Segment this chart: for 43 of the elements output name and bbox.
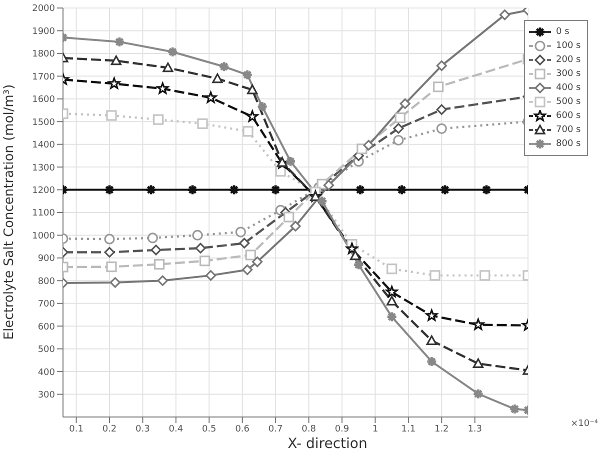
y-tick-label: 1600 xyxy=(32,95,56,106)
y-tick-label: 700 xyxy=(38,300,56,310)
x-tick-label: 1.3 xyxy=(468,424,482,434)
y-tick-label: 500 xyxy=(38,345,56,356)
legend-label: 300 s xyxy=(556,69,581,79)
y-axis-title: Electrolyte Salt Concentration (mol/m³) xyxy=(1,83,18,342)
y-tick-label: 1100 xyxy=(32,208,56,219)
y-tick-label: 400 xyxy=(38,368,56,378)
x-tick-label: 1.1 xyxy=(401,424,416,434)
legend-label: 700 s xyxy=(556,125,581,135)
legend-label: 0 s xyxy=(556,27,570,37)
legend-label: 800 s xyxy=(556,139,581,149)
text: ×10⁻⁴ xyxy=(570,419,598,429)
y-tick-label: 800 xyxy=(38,276,56,287)
legend-label: 200 s xyxy=(556,55,581,65)
y-tick-label: 1200 xyxy=(32,186,56,196)
x-tick-label: 0.3 xyxy=(136,424,150,434)
x-tick-label: 0.5 xyxy=(202,424,216,434)
y-tick-label: 1300 xyxy=(32,163,56,174)
x-tick-label: 0.7 xyxy=(268,424,283,434)
x-axis-title: X- direction xyxy=(286,436,368,452)
y-tick-label: 1700 xyxy=(32,72,56,82)
x-tick-label: 1 xyxy=(372,424,378,434)
y-tick-label: 600 xyxy=(38,322,56,332)
y-tick-label: 1400 xyxy=(32,140,56,151)
x-tick-label: 0.4 xyxy=(168,424,184,434)
y-tick-label: 1800 xyxy=(32,50,56,60)
y-tick-label: 900 xyxy=(38,254,56,264)
x-tick-label: 0.6 xyxy=(235,424,250,434)
y-tick-label: 1500 xyxy=(32,118,56,128)
x-tick-label: 0.8 xyxy=(302,424,316,434)
legend-label: 600 s xyxy=(556,111,581,121)
x-tick-label: 0.2 xyxy=(102,424,117,434)
y-tick-label: 300 xyxy=(38,390,56,400)
x-tick-label: 0.1 xyxy=(69,424,84,434)
y-tick-label: 1000 xyxy=(32,231,56,242)
y-tick-label: 1900 xyxy=(32,26,56,37)
legend-label: 400 s xyxy=(556,83,581,93)
y-tick-label: 2000 xyxy=(32,4,56,14)
legend-label: 500 s xyxy=(556,97,581,107)
x-tick-label: 1.2 xyxy=(434,424,449,434)
legend-label: 100 s xyxy=(556,41,581,51)
x-tick-label: 0.9 xyxy=(334,424,350,434)
